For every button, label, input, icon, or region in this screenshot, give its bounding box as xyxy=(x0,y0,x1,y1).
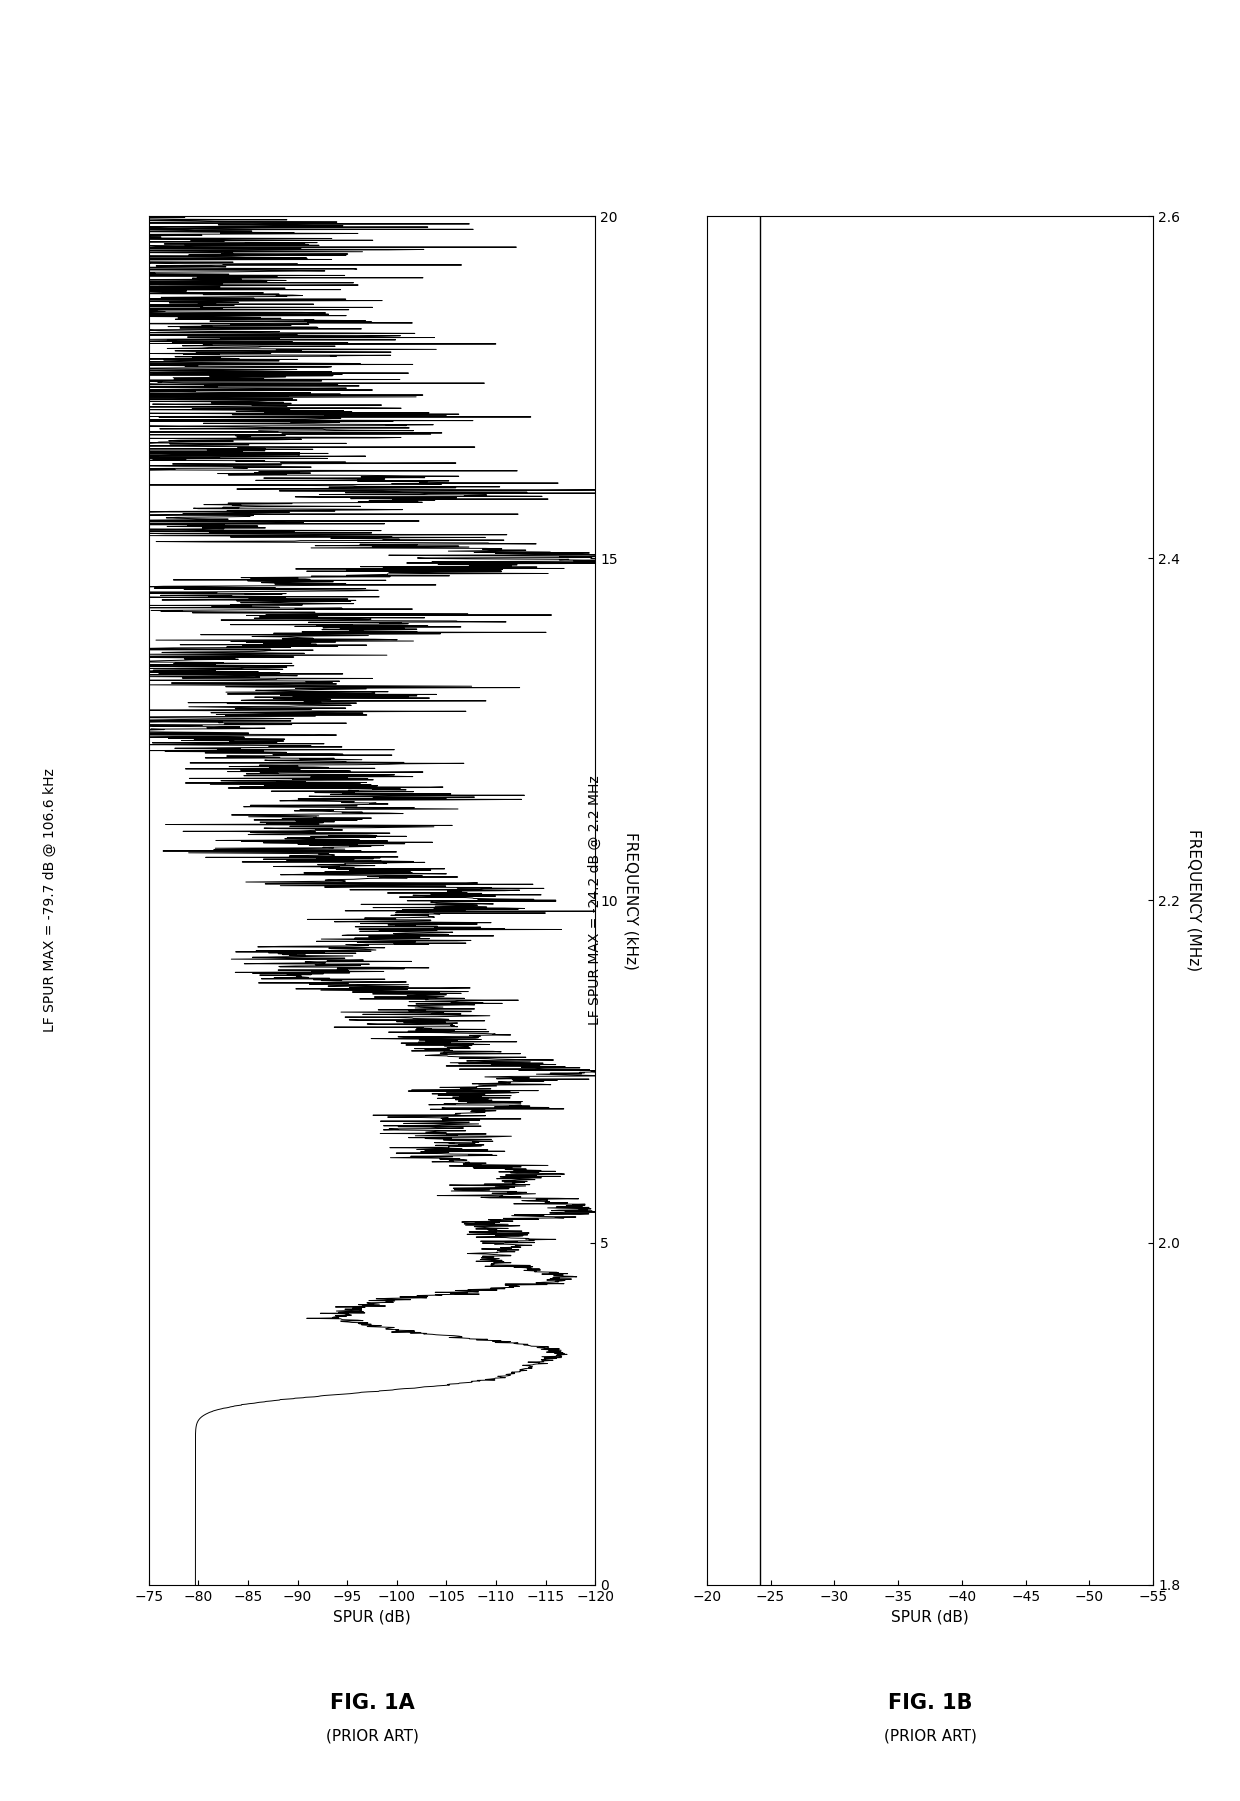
Text: FIG. 1A: FIG. 1A xyxy=(330,1693,414,1713)
Text: (PRIOR ART): (PRIOR ART) xyxy=(884,1729,976,1743)
Text: LF SPUR MAX = -79.7 dB @ 106.6 kHz: LF SPUR MAX = -79.7 dB @ 106.6 kHz xyxy=(42,769,57,1032)
X-axis label: SPUR (dB): SPUR (dB) xyxy=(892,1610,968,1625)
Text: LF SPUR MAX = -24.2 dB @ 2.2 MHz: LF SPUR MAX = -24.2 dB @ 2.2 MHz xyxy=(588,776,603,1025)
Y-axis label: FREQUENCY (kHz): FREQUENCY (kHz) xyxy=(624,832,639,969)
X-axis label: SPUR (dB): SPUR (dB) xyxy=(334,1610,410,1625)
Y-axis label: FREQUENCY (MHz): FREQUENCY (MHz) xyxy=(1185,830,1202,971)
Text: FIG. 1B: FIG. 1B xyxy=(888,1693,972,1713)
Text: (PRIOR ART): (PRIOR ART) xyxy=(326,1729,418,1743)
